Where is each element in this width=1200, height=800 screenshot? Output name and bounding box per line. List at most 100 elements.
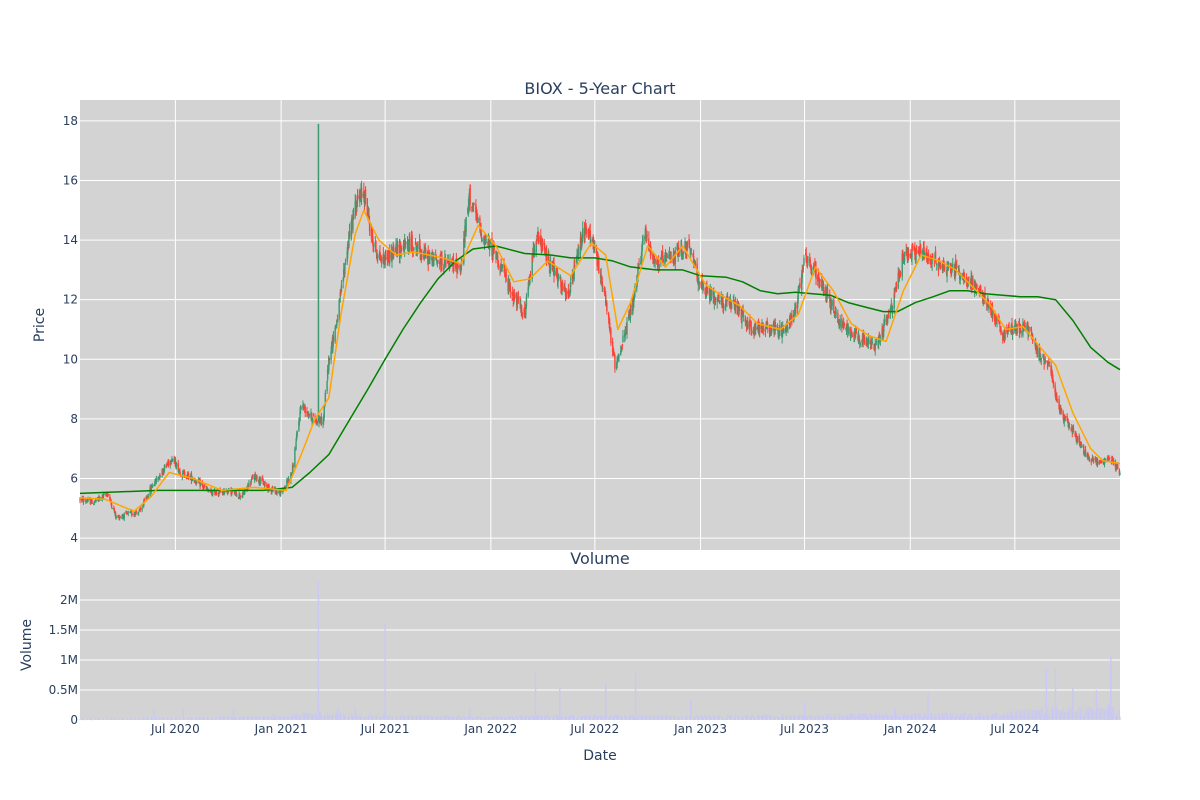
candle-body: [549, 260, 552, 272]
candle-body: [705, 288, 707, 298]
candle-body: [665, 252, 667, 257]
volume-bar: [284, 717, 286, 720]
candle-body: [902, 251, 904, 261]
candle-body: [471, 206, 473, 208]
candle: [274, 486, 277, 495]
candle: [963, 271, 965, 283]
candle-body: [706, 290, 709, 293]
volume-bar: [838, 713, 840, 720]
candle-body: [501, 265, 504, 268]
volume-bar: [774, 715, 776, 720]
candle-body: [834, 312, 837, 315]
candle-body: [1056, 399, 1059, 401]
candle-body: [137, 512, 140, 514]
candle-body: [179, 470, 181, 475]
candle-body: [516, 297, 518, 309]
candle-body: [801, 271, 803, 278]
volume-bar: [602, 717, 604, 720]
volume-bar: [283, 715, 286, 720]
candle-body: [894, 286, 897, 292]
volume-bar: [891, 715, 894, 720]
price-y-tick-label: 4: [70, 531, 78, 545]
volume-bar: [404, 716, 406, 720]
candle-body: [418, 240, 421, 250]
volume-bar: [895, 715, 898, 720]
candle-body: [249, 483, 252, 485]
candle-body: [652, 254, 654, 260]
candle-body: [304, 407, 306, 413]
candle: [484, 234, 487, 245]
candle-body: [809, 260, 811, 263]
candle-body: [810, 269, 813, 273]
candle-body: [927, 253, 929, 258]
candle: [999, 320, 1001, 333]
candle-body: [831, 300, 833, 306]
candle: [401, 245, 403, 252]
candle: [298, 417, 300, 432]
candle: [897, 267, 899, 290]
candle-body: [1062, 411, 1064, 416]
volume-bar: [368, 716, 371, 720]
candle: [151, 483, 154, 488]
candle: [250, 478, 252, 485]
volume-bar: [224, 718, 226, 720]
volume-bar: [817, 715, 819, 720]
candle-body: [85, 501, 88, 503]
volume-bar: [495, 716, 497, 720]
volume-bar: [867, 716, 869, 720]
candle-body: [598, 260, 600, 274]
candle-body: [796, 301, 799, 309]
candle-body: [428, 255, 430, 264]
volume-bar: [940, 718, 942, 720]
candle: [688, 239, 691, 250]
volume-y-tick-label: 0.5M: [49, 683, 78, 697]
candle-body: [206, 489, 209, 491]
candle-body: [619, 350, 622, 355]
candle-body: [855, 328, 857, 334]
candle-body: [319, 422, 321, 424]
candle-body: [267, 483, 270, 487]
candle-body: [835, 311, 837, 313]
price-y-tick-label: 16: [63, 173, 78, 187]
candle-body: [821, 279, 824, 291]
candle-body: [537, 232, 540, 242]
volume-bar: [756, 714, 759, 720]
volume-bar: [460, 717, 463, 720]
candle-body: [897, 273, 899, 289]
candle-body: [1023, 322, 1026, 326]
candle-body: [822, 280, 824, 282]
candle-body: [578, 252, 580, 257]
candle-body: [775, 325, 777, 327]
candle-body: [996, 318, 998, 322]
volume-bar: [907, 715, 910, 720]
volume-bar: [642, 718, 644, 720]
candle: [511, 286, 514, 296]
candle: [887, 309, 890, 319]
volume-bar: [501, 717, 503, 720]
candle-body: [957, 266, 960, 269]
candle: [1056, 392, 1058, 402]
candle-body: [799, 282, 801, 288]
candle-body: [203, 484, 206, 488]
volume-bar: [155, 717, 158, 720]
candle: [513, 288, 516, 302]
candle-body: [612, 351, 614, 356]
candle: [645, 235, 648, 243]
candle-body: [1014, 323, 1017, 327]
candle-body: [340, 284, 343, 292]
candle-body: [879, 335, 881, 340]
candle-body: [922, 250, 924, 255]
candle-body: [595, 250, 598, 253]
candle: [755, 321, 757, 335]
volume-bar: [905, 715, 907, 720]
candle: [366, 198, 368, 218]
candle: [241, 491, 244, 499]
candle-body: [644, 236, 646, 239]
volume-bar: [127, 719, 129, 720]
candle-body: [602, 287, 604, 289]
volume-bar: [577, 715, 579, 720]
candle-body: [742, 315, 745, 317]
candle: [559, 274, 562, 281]
candle: [899, 270, 902, 278]
candle-body: [1063, 414, 1065, 423]
